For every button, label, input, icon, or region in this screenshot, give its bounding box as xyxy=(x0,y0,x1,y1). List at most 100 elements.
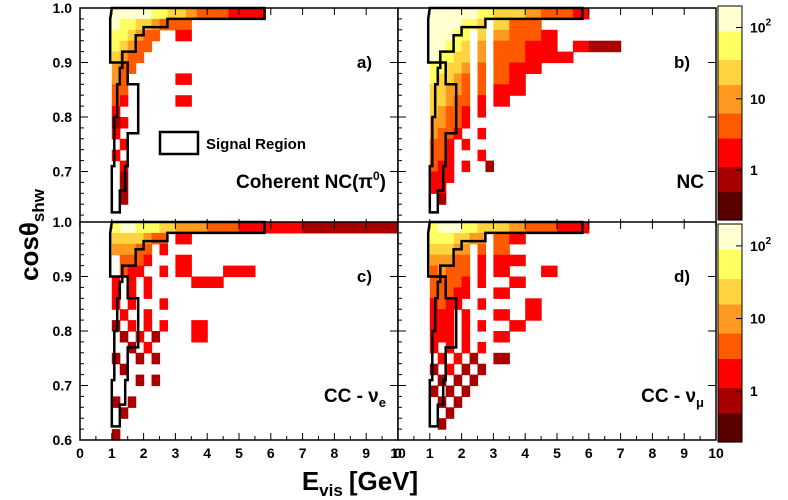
panel-d-bin xyxy=(445,276,455,288)
axes-layer: 0 1 2 3 4 5 6 7 8 9 100 1 2 3 4 5 6 7 8 9 100.60.70.80.91.00… xyxy=(53,0,724,461)
panel-c-bin xyxy=(143,243,153,256)
colorbar-segment xyxy=(718,134,742,139)
panel-d-bin xyxy=(453,265,463,278)
panel-c-bin xyxy=(143,341,153,354)
panel-d-bin xyxy=(445,287,455,299)
panel-c-bin xyxy=(159,232,169,245)
colorbar-segment xyxy=(718,9,742,14)
colorbar-segment xyxy=(718,59,742,64)
panel-b-name: NC xyxy=(677,172,705,193)
panel-c-bin xyxy=(111,396,121,408)
panel-d-bin xyxy=(453,254,463,267)
panel-b-bin xyxy=(461,51,471,64)
panel-c-bin xyxy=(143,276,153,288)
panels-layer: a) Coherent NC(π0) Signal Region b) NC c) CC -… xyxy=(79,6,717,441)
panel-b-bin xyxy=(437,62,447,74)
panel-b-bin xyxy=(509,29,526,42)
colorbar-segment xyxy=(718,155,742,160)
panel-a-bin xyxy=(143,8,153,20)
colorbar-segment xyxy=(718,405,742,410)
panel-b-bin xyxy=(493,84,510,96)
colorbar-segment xyxy=(718,362,742,367)
panel-b-bin xyxy=(469,8,479,20)
panel-b-bin xyxy=(477,40,487,53)
panel-a-bin xyxy=(175,18,192,31)
legend-label: Signal Region xyxy=(206,136,306,153)
panel-c-bin xyxy=(143,232,153,245)
colorbar-segment xyxy=(718,198,742,203)
x-tick-label: 4 xyxy=(203,445,211,461)
panel-b-bin xyxy=(437,117,447,129)
x-tick-label: 8 xyxy=(649,445,657,461)
colorbar-segment xyxy=(718,365,742,370)
panel-b-bin xyxy=(445,29,455,42)
x-axis-title-unit: [GeV] xyxy=(349,466,418,496)
panel-b-bin xyxy=(461,73,471,85)
panel-a-bin xyxy=(127,29,137,42)
colorbar-segment xyxy=(718,420,742,425)
panel-a-bin xyxy=(228,8,246,20)
panel-b-bin xyxy=(437,106,447,118)
panel-b-bin xyxy=(445,95,455,107)
panel-d-bin xyxy=(445,222,455,234)
panel-c-bin xyxy=(119,243,129,256)
panel-b-bin xyxy=(437,40,447,53)
panel-name-sup: 0 xyxy=(373,169,380,183)
panel-c-bin xyxy=(127,276,137,288)
x-axis-title-main: E xyxy=(302,466,319,496)
y-tick-label: 0.7 xyxy=(53,378,73,394)
panel-b-bin xyxy=(461,18,471,31)
panel-b-bin xyxy=(429,160,439,173)
panel-a-bin xyxy=(175,95,192,107)
panel-c-bin xyxy=(143,254,153,267)
panel-a-bin xyxy=(143,40,153,53)
panel-b-bin xyxy=(525,8,542,20)
colorbar-segment xyxy=(718,311,742,316)
panel-d-bin xyxy=(429,341,439,354)
panel-b-bin xyxy=(485,8,494,20)
panel-b-bin xyxy=(493,40,510,53)
panel-b-bin xyxy=(493,51,510,64)
panel-b-bin xyxy=(453,40,463,53)
panel-d-signal-region xyxy=(426,220,584,428)
x-tick-label: 5 xyxy=(235,445,243,461)
panel-c-bin xyxy=(191,222,208,234)
panel-c-bin xyxy=(111,222,121,234)
colorbar-segment xyxy=(718,48,742,53)
panel-b-bin xyxy=(525,51,542,64)
panel-d-bin xyxy=(477,222,487,234)
colorbar-segment xyxy=(718,427,742,432)
colorbar-segment xyxy=(718,116,742,121)
colorbar-segment xyxy=(718,369,742,374)
panel-a-bin xyxy=(151,18,161,31)
panel-a-bin xyxy=(135,51,145,64)
x-tick-label: 10 xyxy=(708,445,724,461)
x-tick-label: 7 xyxy=(617,445,625,461)
panel-d-bin xyxy=(477,265,487,278)
panel-d-bin xyxy=(437,232,447,245)
colorbar-segment xyxy=(718,63,742,68)
y-tick-label: 0.6 xyxy=(53,432,73,448)
x-tick-label: 1 xyxy=(108,445,116,461)
colorbar-segment xyxy=(718,234,742,240)
panel-b-bin xyxy=(485,160,494,173)
colorbar-segment xyxy=(718,322,742,327)
panel-d-bin xyxy=(445,385,455,397)
panel-b-bin xyxy=(453,84,463,96)
y-tick-label: 0.8 xyxy=(53,323,73,339)
panel-c-bin xyxy=(207,222,224,234)
colorbar-tick-base: 1 xyxy=(750,383,758,399)
colorbar-segment xyxy=(718,145,742,150)
panel-d: d) CC - νμ xyxy=(397,220,717,441)
panel-c-bin xyxy=(382,222,399,234)
panel-d-bin xyxy=(485,222,494,234)
panel-b-bin xyxy=(445,18,455,31)
panel-b-bin xyxy=(429,117,439,129)
colorbar-segment xyxy=(718,271,742,276)
panel-d-bin xyxy=(493,243,510,256)
panel-a-bin xyxy=(119,117,129,129)
panel-c-bin xyxy=(119,407,129,419)
colorbar-segment xyxy=(718,45,742,50)
panel-d-bin xyxy=(493,309,510,321)
panel-d-bin xyxy=(453,232,463,245)
